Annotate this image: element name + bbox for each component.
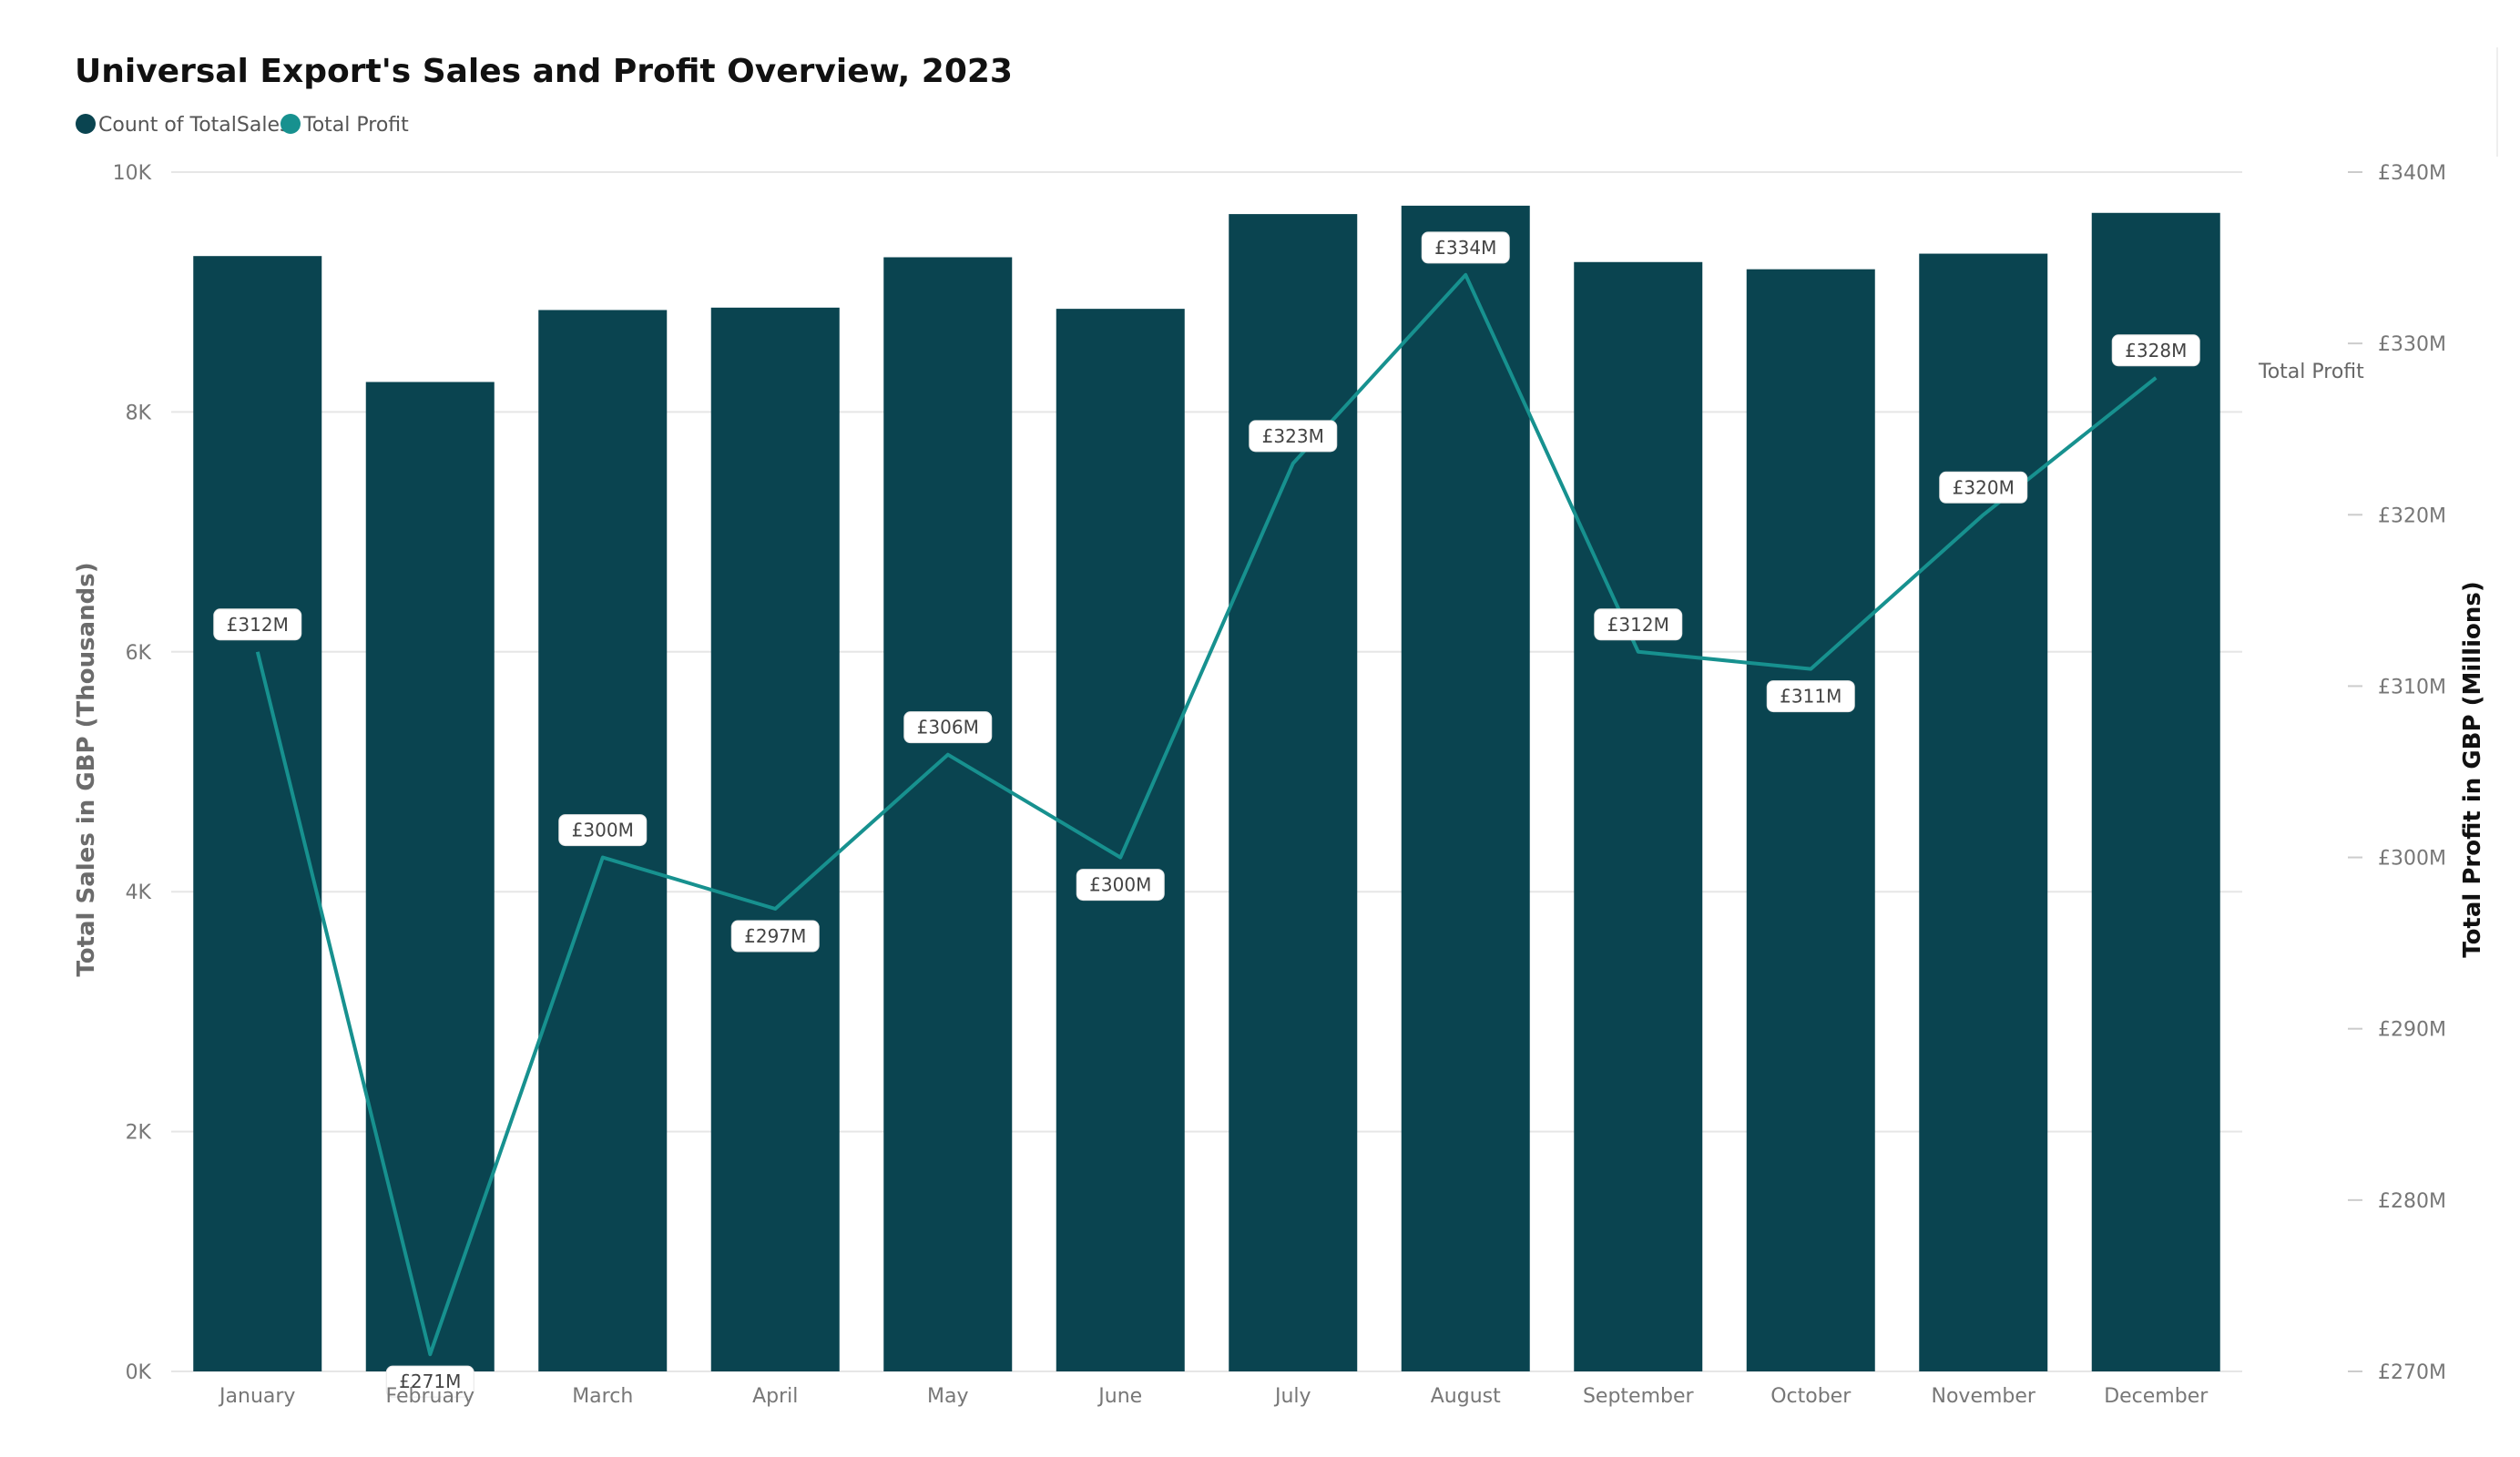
left-axis-tick-label: 2K bbox=[126, 1122, 152, 1145]
x-axis-tick-label: January bbox=[218, 1385, 295, 1408]
data-label-text: £328M bbox=[2125, 340, 2187, 362]
data-label-september: £312M bbox=[1594, 608, 1683, 641]
data-label-box bbox=[1421, 231, 1510, 264]
right-axis-tick-label: £270M bbox=[2378, 1361, 2446, 1384]
data-label-text: £320M bbox=[1953, 476, 2015, 498]
x-axis-tick-label: August bbox=[1431, 1385, 1501, 1408]
bar-february bbox=[365, 382, 495, 1372]
x-axis: January February March April May June July Augu… bbox=[218, 1385, 2209, 1408]
bar-august bbox=[1401, 205, 1530, 1372]
data-label-box bbox=[1939, 471, 2028, 504]
right-axis-tick-label: £310M bbox=[2378, 676, 2446, 698]
data-label-text: £334M bbox=[1434, 237, 1496, 259]
x-axis-tick-label: May bbox=[927, 1385, 968, 1408]
right-axis-tick-label: £340M bbox=[2378, 162, 2446, 185]
data-label-box bbox=[1076, 869, 1165, 902]
data-label-box bbox=[2111, 334, 2200, 367]
right-axis-title: Total Profit in GBP (Millions) bbox=[2459, 581, 2486, 957]
left-y-axis: 0K 2K 4K 6K 8K 10K bbox=[113, 162, 152, 1384]
data-label-text: £312M bbox=[1607, 614, 1669, 636]
right-axis-tick-label: £330M bbox=[2378, 333, 2446, 356]
x-axis-tick-label: March bbox=[572, 1385, 633, 1408]
data-label-text: £312M bbox=[227, 614, 289, 636]
right-axis-tick-label: £290M bbox=[2378, 1019, 2446, 1042]
data-label-december: £328M bbox=[2111, 334, 2200, 367]
left-axis-tick-label: 10K bbox=[113, 162, 152, 185]
legend-marker-count-of-totalsales bbox=[76, 114, 96, 134]
x-axis-tick-label: February bbox=[386, 1385, 475, 1408]
x-axis-tick-label: September bbox=[1583, 1385, 1695, 1408]
series-label-total-profit: Total Profit bbox=[2258, 361, 2364, 383]
bar-july bbox=[1229, 214, 1358, 1372]
bar-october bbox=[1746, 269, 1875, 1371]
right-y-axis: £270M £280M £290M £300M £310M £320M £330M £340M bbox=[2348, 162, 2446, 1384]
data-label-text: £297M bbox=[744, 925, 806, 947]
legend-marker-total-profit bbox=[281, 114, 301, 134]
data-label-text: £311M bbox=[1780, 686, 1842, 708]
legend-label-count-of-totalsales: Count of TotalSales bbox=[98, 114, 290, 137]
chart-title: Universal Export's Sales and Profit Over… bbox=[75, 53, 1013, 90]
data-label-january: £312M bbox=[213, 608, 302, 641]
left-axis-tick-label: 0K bbox=[126, 1361, 152, 1384]
right-axis-tick-label: £320M bbox=[2378, 504, 2446, 527]
legend-label-total-profit: Total Profit bbox=[302, 114, 409, 137]
data-label-june: £300M bbox=[1076, 869, 1165, 902]
bar-june bbox=[1056, 309, 1185, 1372]
line-series-total-profit bbox=[255, 272, 2158, 1357]
x-axis-tick-label: June bbox=[1097, 1385, 1142, 1408]
left-axis-title: Total Sales in GBP (Thousands) bbox=[73, 562, 100, 976]
bar-september bbox=[1574, 261, 1703, 1371]
data-label-may: £306M bbox=[903, 711, 993, 744]
data-label-text: £306M bbox=[917, 717, 979, 739]
x-axis-tick-label: November bbox=[1932, 1385, 2036, 1408]
right-axis-tick-label: £300M bbox=[2378, 848, 2446, 871]
edge-divider bbox=[2496, 47, 2498, 157]
data-label-box bbox=[558, 814, 648, 847]
data-label-box bbox=[1249, 420, 1338, 453]
data-label-text: £271M bbox=[399, 1370, 461, 1392]
left-axis-tick-label: 6K bbox=[126, 642, 152, 665]
data-label-july: £323M bbox=[1249, 420, 1338, 453]
data-label-box bbox=[1594, 608, 1683, 641]
data-label-february: £271M bbox=[385, 1365, 474, 1398]
bar-november bbox=[1919, 253, 2048, 1371]
bar-december bbox=[2091, 212, 2220, 1372]
data-label-box bbox=[730, 920, 820, 953]
data-label-november: £320M bbox=[1939, 471, 2028, 504]
data-label-april: £297M bbox=[730, 920, 820, 953]
data-label-box bbox=[903, 711, 993, 744]
data-label-august: £334M bbox=[1421, 231, 1510, 264]
bar-series-count-of-totalsales bbox=[193, 205, 2220, 1372]
x-axis-tick-label: April bbox=[752, 1385, 798, 1408]
left-axis-tick-label: 8K bbox=[126, 402, 152, 424]
x-axis-tick-label: December bbox=[2104, 1385, 2209, 1408]
x-axis-tick-label: July bbox=[1273, 1385, 1311, 1408]
data-label-october: £311M bbox=[1766, 680, 1855, 713]
data-label-text: £300M bbox=[572, 820, 634, 841]
legend: Count of TotalSales Total Profit bbox=[76, 114, 409, 137]
bar-may bbox=[883, 257, 1013, 1372]
data-label-box bbox=[1766, 680, 1855, 713]
data-label-text: £323M bbox=[1262, 425, 1324, 447]
gridlines bbox=[171, 171, 2242, 1372]
x-axis-tick-label: October bbox=[1770, 1385, 1852, 1408]
bar-january bbox=[193, 256, 322, 1372]
data-label-box bbox=[213, 608, 302, 641]
right-axis-tick-label: £280M bbox=[2378, 1190, 2446, 1213]
data-labels-total-profit: £312M £271M £300M £297M £306M £300M £323M £334M… bbox=[213, 231, 2200, 1398]
data-label-march: £300M bbox=[558, 814, 648, 847]
data-label-text: £300M bbox=[1089, 874, 1151, 896]
bar-april bbox=[710, 307, 840, 1371]
data-label-box bbox=[385, 1365, 474, 1398]
left-axis-tick-label: 4K bbox=[126, 881, 152, 904]
